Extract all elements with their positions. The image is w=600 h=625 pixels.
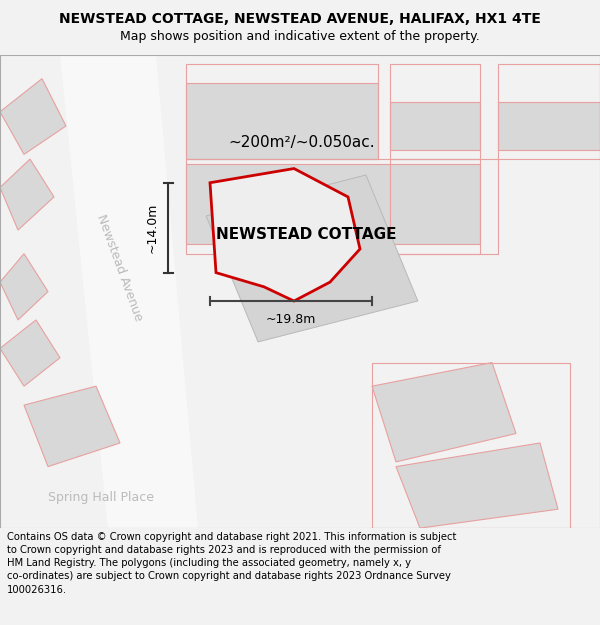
Text: ~19.8m: ~19.8m bbox=[266, 313, 316, 326]
Polygon shape bbox=[0, 320, 60, 386]
Text: Contains OS data © Crown copyright and database right 2021. This information is : Contains OS data © Crown copyright and d… bbox=[7, 532, 457, 594]
Polygon shape bbox=[372, 362, 516, 462]
Polygon shape bbox=[396, 443, 558, 528]
Polygon shape bbox=[498, 102, 600, 149]
Polygon shape bbox=[0, 254, 48, 320]
Polygon shape bbox=[0, 79, 66, 154]
Text: Newstead Avenue: Newstead Avenue bbox=[95, 213, 145, 323]
Polygon shape bbox=[210, 169, 360, 301]
Polygon shape bbox=[186, 83, 378, 159]
Polygon shape bbox=[186, 164, 480, 244]
Polygon shape bbox=[0, 159, 54, 230]
Polygon shape bbox=[390, 102, 480, 149]
Polygon shape bbox=[206, 175, 418, 342]
Text: Spring Hall Place: Spring Hall Place bbox=[48, 491, 154, 504]
Text: Map shows position and indicative extent of the property.: Map shows position and indicative extent… bbox=[120, 30, 480, 43]
Text: NEWSTEAD COTTAGE, NEWSTEAD AVENUE, HALIFAX, HX1 4TE: NEWSTEAD COTTAGE, NEWSTEAD AVENUE, HALIF… bbox=[59, 12, 541, 26]
Text: NEWSTEAD COTTAGE: NEWSTEAD COTTAGE bbox=[216, 228, 396, 242]
Text: ~200m²/~0.050ac.: ~200m²/~0.050ac. bbox=[228, 134, 374, 149]
Polygon shape bbox=[24, 386, 120, 467]
Text: ~14.0m: ~14.0m bbox=[146, 202, 159, 253]
Polygon shape bbox=[60, 55, 198, 528]
